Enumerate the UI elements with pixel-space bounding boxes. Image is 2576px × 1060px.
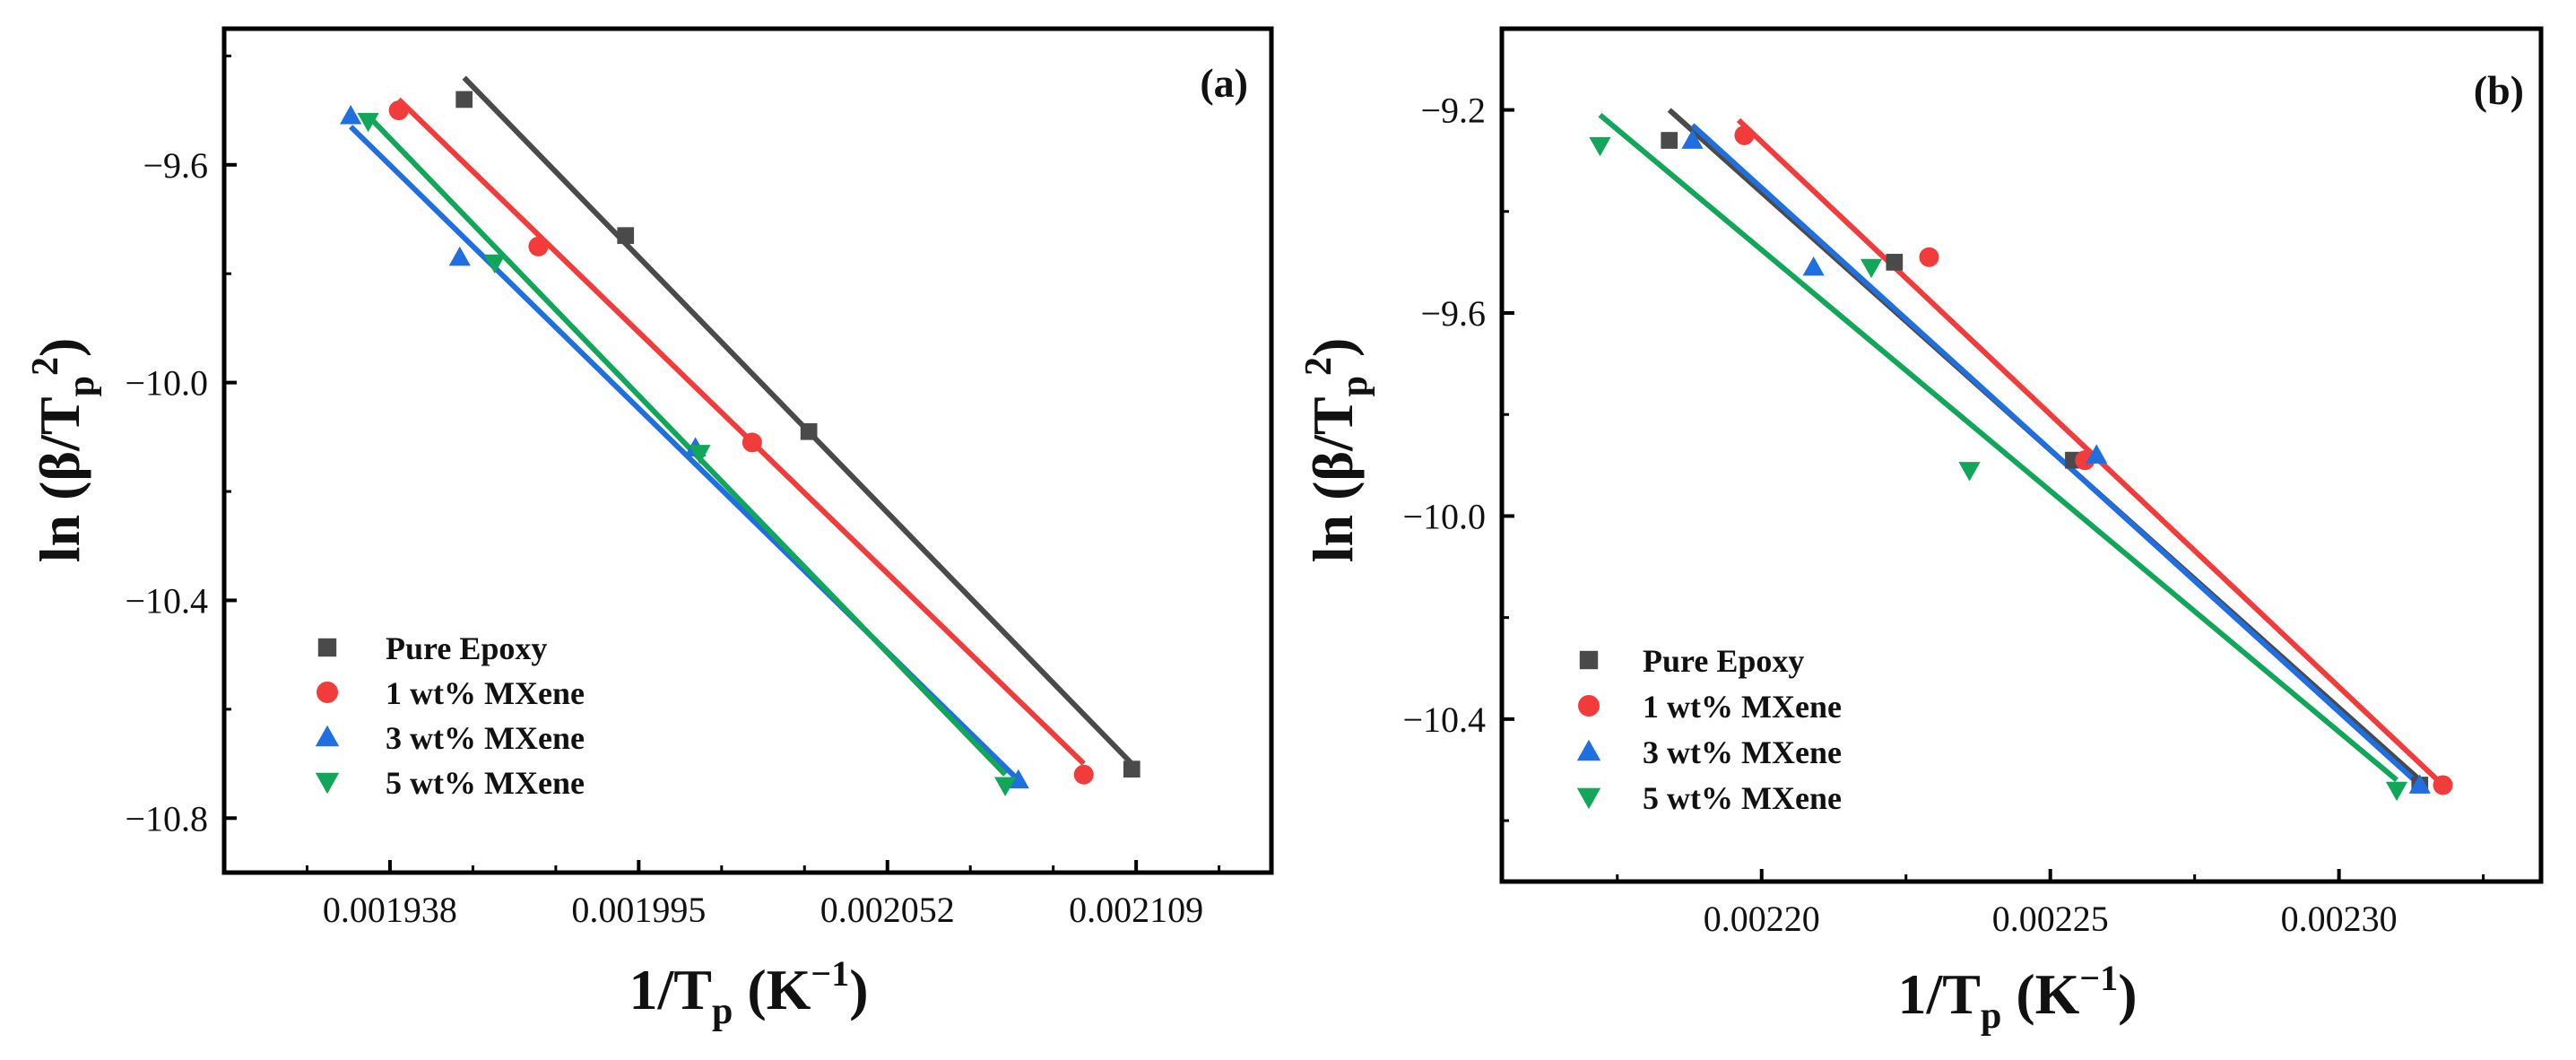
legend-marker-1-wt-mxene <box>1578 695 1600 717</box>
data-point-1-wt-mxene <box>1734 125 1755 145</box>
legend-label: 5 wt% MXene <box>386 765 585 801</box>
data-point-1-wt-mxene <box>2433 775 2453 795</box>
x-tick-label: 0.00230 <box>2281 899 2398 939</box>
data-point-1-wt-mxene <box>1919 247 1939 267</box>
data-point-5-wt-mxene <box>994 777 1017 796</box>
legend-marker-5-wt-mxene <box>1576 787 1601 810</box>
data-point-3-wt-mxene <box>340 105 362 125</box>
y-tick-label: −9.6 <box>1420 293 1486 334</box>
y-tick-label: −10.4 <box>125 580 208 621</box>
data-point-3-wt-mxene <box>2086 444 2108 464</box>
y-axis-title-text: ln (β/Tp2) <box>25 338 102 563</box>
data-point-pure-epoxy <box>1661 132 1678 149</box>
legend-label: Pure Epoxy <box>1643 643 1804 679</box>
data-point-1-wt-mxene <box>2075 450 2095 471</box>
data-point-pure-epoxy <box>1886 254 1904 271</box>
data-point-3-wt-mxene <box>448 246 471 266</box>
panel-label: (b) <box>2474 67 2524 113</box>
data-point-3-wt-mxene <box>2408 774 2431 794</box>
panel-label: (a) <box>1200 60 1248 106</box>
legend-label: 5 wt% MXene <box>1643 780 1842 816</box>
plot-frame <box>1499 26 2544 884</box>
data-point-5-wt-mxene <box>357 112 379 133</box>
chart-panel-b: 0.00220 0.00225 0.00230 −9.2 −9.6 −10.0 −10.4 P… <box>1298 26 2544 1037</box>
data-point-pure-epoxy <box>455 91 473 109</box>
legend-marker-pure-epoxy <box>317 638 337 657</box>
data-point-5-wt-mxene <box>1958 462 1981 482</box>
data-point-1-wt-mxene <box>528 236 549 256</box>
fit-line-pure-epoxy <box>462 75 1134 766</box>
y-tick-label: −9.6 <box>143 145 208 186</box>
fit-line-1-wt-mxene <box>396 97 1086 766</box>
y-tick-label: −10.0 <box>1402 496 1486 536</box>
y-axis-title: ln (β/Tp2) <box>25 338 102 563</box>
data-point-3-wt-mxene <box>1681 129 1704 149</box>
data-point-pure-epoxy <box>800 422 818 440</box>
data-point-5-wt-mxene <box>1589 136 1611 157</box>
legend-label: 1 wt% MXene <box>1643 689 1842 725</box>
data-point-1-wt-mxene <box>742 432 762 453</box>
x-tick-label: 0.001995 <box>571 890 706 930</box>
fit-line-3-wt-mxene <box>1690 123 2422 787</box>
x-tick-label: 0.00220 <box>1704 899 1820 939</box>
legend-label: 3 wt% MXene <box>1643 734 1842 770</box>
legend-marker-3-wt-mxene <box>1576 739 1601 761</box>
data-point-5-wt-mxene <box>2385 781 2408 802</box>
legend-marker-1-wt-mxene <box>317 682 338 703</box>
legend-label: 3 wt% MXene <box>386 720 585 756</box>
y-tick-label: −10.0 <box>125 363 208 404</box>
y-tick-label: −9.2 <box>1420 91 1486 131</box>
y-axis-title: ln (β/Tp2) <box>1298 338 1375 563</box>
x-tick-label: 0.002109 <box>1069 890 1203 930</box>
data-point-pure-epoxy <box>1123 760 1141 778</box>
fit-line-5-wt-mxene <box>366 114 1008 777</box>
legend-marker-5-wt-mxene <box>315 772 340 795</box>
x-axis-title: 1/Tp (K−1) <box>1897 958 2137 1037</box>
legend: Pure Epoxy 1 wt% MXene 3 wt% MXene 5 wt% MX… <box>315 630 585 801</box>
y-tick-label: −10.4 <box>1402 699 1486 740</box>
data-point-5-wt-mxene <box>483 254 506 274</box>
data-point-3-wt-mxene <box>1802 256 1825 276</box>
data-point-1-wt-mxene <box>388 100 409 121</box>
plot-frame <box>221 26 1274 875</box>
data-point-5-wt-mxene <box>689 445 711 465</box>
data-point-pure-epoxy <box>617 227 635 245</box>
data-point-1-wt-mxene <box>1073 764 1094 785</box>
x-axis-title: 1/Tp (K−1) <box>629 953 868 1032</box>
chart-panel-a: 0.001938 0.001995 0.002052 0.002109 −9.6 −10.… <box>25 26 1274 1032</box>
x-tick-label: 0.002052 <box>820 890 955 930</box>
legend-marker-pure-epoxy <box>1579 650 1599 670</box>
y-axis-title-text: ln (β/Tp2) <box>1298 338 1375 563</box>
data-point-3-wt-mxene <box>1007 769 1029 789</box>
legend: Pure Epoxy 1 wt% MXene 3 wt% MXene 5 wt% MX… <box>1576 643 1842 816</box>
data-point-5-wt-mxene <box>1860 258 1883 279</box>
y-tick-label: −10.8 <box>125 798 208 838</box>
x-tick-label: 0.00225 <box>1992 899 2109 939</box>
legend-marker-3-wt-mxene <box>315 725 340 747</box>
legend-label: Pure Epoxy <box>386 630 547 666</box>
legend-label: 1 wt% MXene <box>386 675 585 711</box>
x-tick-label: 0.001938 <box>323 890 457 930</box>
fit-line-5-wt-mxene <box>1598 112 2398 783</box>
